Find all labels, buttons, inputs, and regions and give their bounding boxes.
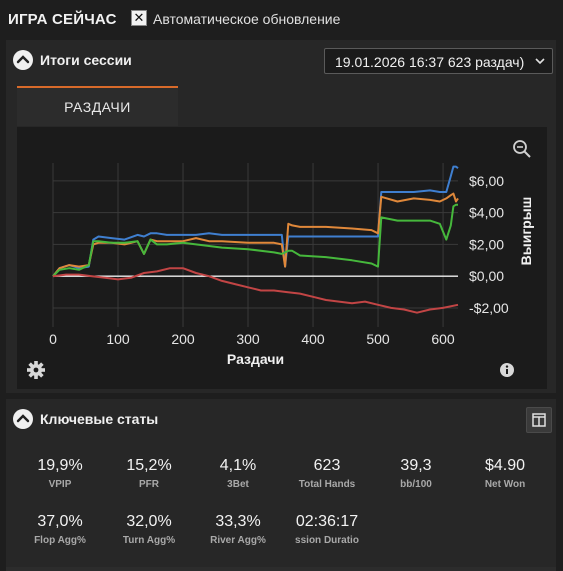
key-stats-panel: Ключевые статы 19,9% VPIP 15,2% PFR 4,1%… — [6, 399, 556, 567]
stat-value: 4,1% — [219, 457, 257, 474]
winnings-chart: 0 100 200 300 400 500 600 $6,00 $4,00 $2,00 $0,00 -… — [49, 163, 534, 367]
stat-label: ssion Duratio — [295, 535, 359, 546]
x-axis-label: Раздачи — [227, 351, 284, 367]
stat-label: Flop Agg% — [34, 535, 86, 546]
stat-label: 3Bet — [227, 479, 249, 490]
stat-total-hands: 623 Total Hands — [284, 457, 370, 490]
x-tick-label: 600 — [431, 331, 455, 347]
series-line-3 — [52, 267, 459, 314]
x-tick-label: 300 — [236, 331, 260, 347]
session-select[interactable]: 19.01.2026 16:37 623 раздач) — [324, 48, 553, 74]
tab-hands[interactable]: РАЗДАЧИ — [17, 86, 178, 126]
stat-3bet: 4,1% 3Bet — [195, 457, 281, 490]
stat-value: 19,9% — [37, 457, 83, 474]
layout-toggle-button[interactable] — [526, 407, 552, 433]
auto-refresh-checkbox[interactable]: ✕ — [131, 10, 147, 26]
chevron-up-icon[interactable] — [13, 409, 33, 429]
stat-label: Total Hands — [298, 479, 356, 490]
stat-label: Net Won — [484, 479, 526, 490]
key-stats-title: Ключевые статы — [40, 411, 159, 427]
tab-hands-label: РАЗДАЧИ — [64, 99, 131, 115]
columns-icon — [532, 413, 546, 427]
x-tick-label: 500 — [366, 331, 390, 347]
chevron-down-icon — [535, 58, 545, 65]
stat-value: $4.90 — [484, 457, 526, 474]
session-panel-header: Итоги сессии 19.01.2026 16:37 623 раздач… — [6, 40, 556, 78]
session-summary-panel: Итоги сессии 19.01.2026 16:37 623 раздач… — [6, 40, 556, 393]
stat-turn-agg: 32,0% Turn Agg% — [106, 513, 192, 546]
stat-value: 32,0% — [126, 513, 172, 530]
y-tick-label: $0,00 — [469, 268, 504, 284]
top-bar: ИГРА СЕЙЧАС ✕ Автоматическое обновление — [0, 0, 563, 38]
x-tick-label: 0 — [49, 331, 57, 347]
stat-vpip: 19,9% VPIP — [17, 457, 103, 490]
bottom-strip — [6, 567, 556, 571]
stat-flop-agg: 37,0% Flop Agg% — [17, 513, 103, 546]
y-tick-label: $4,00 — [469, 205, 504, 221]
stat-value: 39,3 — [400, 457, 432, 474]
stat-session-duration: 02:36:17 ssion Duratio — [284, 513, 370, 546]
stat-label: PFR — [139, 479, 159, 490]
app-title: ИГРА СЕЙЧАС — [8, 11, 117, 28]
zoom-out-icon[interactable] — [512, 139, 532, 159]
stat-value: 37,0% — [37, 513, 83, 530]
stat-value: 33,3% — [215, 513, 261, 530]
auto-refresh-label[interactable]: Автоматическое обновление — [153, 11, 341, 27]
stat-value: 02:36:17 — [295, 513, 359, 530]
stat-bb100: 39,3 bb/100 — [373, 457, 459, 490]
y-tick-label: $2,00 — [469, 236, 504, 252]
series-line-0 — [52, 165, 459, 277]
stat-value: 15,2% — [126, 457, 172, 474]
chart-area: 0 100 200 300 400 500 600 $6,00 $4,00 $2,00 $0,00 -… — [17, 127, 547, 389]
series-line-1 — [52, 192, 459, 277]
y-axis-label: Выигрыш — [518, 197, 534, 266]
session-panel-title: Итоги сессии — [40, 52, 132, 68]
x-tick-label: 200 — [171, 331, 195, 347]
info-icon[interactable] — [499, 362, 515, 378]
stat-label: bb/100 — [400, 479, 432, 490]
x-tick-label: 400 — [301, 331, 325, 347]
stat-label: River Agg% — [210, 535, 266, 546]
series-line-2 — [52, 203, 458, 277]
chevron-up-icon[interactable] — [13, 50, 33, 70]
stat-label: Turn Agg% — [122, 535, 176, 546]
stat-river-agg: 33,3% River Agg% — [195, 513, 281, 546]
y-tick-label: $6,00 — [469, 173, 504, 189]
y-tick-label: -$2,00 — [469, 300, 509, 316]
stat-value: 623 — [313, 457, 341, 474]
gear-icon[interactable] — [26, 360, 46, 380]
stat-label: VPIP — [48, 479, 72, 490]
x-tick-label: 100 — [106, 331, 130, 347]
stat-net-won: $4.90 Net Won — [462, 457, 548, 490]
stat-pfr: 15,2% PFR — [106, 457, 192, 490]
session-select-value: 19.01.2026 16:37 623 раздач) — [335, 54, 525, 70]
